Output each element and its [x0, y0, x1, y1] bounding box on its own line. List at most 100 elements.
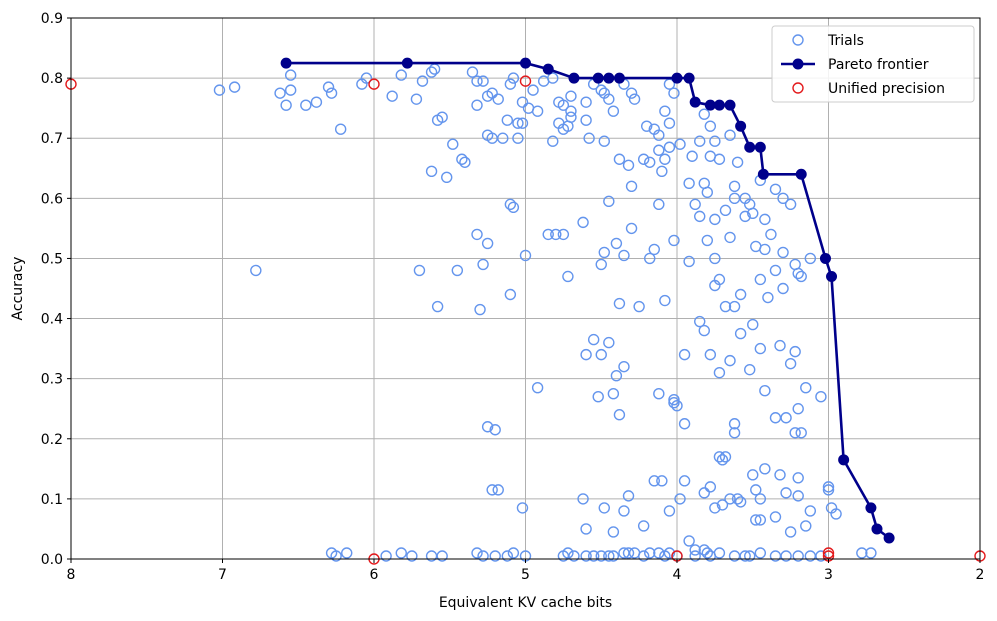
trial-point: [625, 180, 638, 193]
trial-point: [625, 222, 638, 235]
trial-point: [595, 550, 607, 562]
trial-point: [618, 360, 630, 373]
trial-point: [516, 117, 529, 129]
trial-point: [557, 99, 570, 111]
trial-point: [380, 550, 392, 562]
trial-point: [471, 547, 483, 559]
trial-point: [728, 418, 741, 430]
y-tick-label: 0.1: [41, 492, 63, 508]
pareto-point: [613, 72, 625, 84]
pareto-point: [401, 57, 413, 69]
pareto-point: [280, 57, 292, 69]
trial-point: [713, 451, 726, 463]
trial-point: [607, 526, 620, 538]
trial-point: [512, 132, 524, 144]
trial-point: [663, 505, 676, 517]
trial-point: [744, 363, 756, 376]
trial-point: [744, 198, 756, 211]
trial-point: [709, 252, 721, 265]
pareto-point: [724, 99, 736, 111]
trial-point: [395, 547, 407, 559]
trial-point: [754, 342, 767, 355]
trial-point: [754, 547, 767, 559]
trial-point: [633, 300, 645, 313]
pareto-point: [735, 120, 747, 132]
trial-point: [731, 156, 744, 168]
pareto-point: [568, 72, 580, 84]
trial-point: [728, 192, 741, 205]
trial-point: [713, 547, 726, 559]
trial-point: [750, 514, 762, 526]
trial-point: [580, 96, 592, 108]
trial-point: [686, 150, 698, 162]
x-axis-label: Equivalent KV cache bits: [439, 595, 612, 611]
trial-point: [792, 267, 804, 280]
y-tick-label: 0.7: [41, 131, 63, 147]
trial-point: [689, 198, 701, 211]
trial-point: [613, 297, 626, 310]
trial-point: [648, 243, 660, 256]
trial-point: [565, 90, 577, 102]
trial-point: [754, 273, 767, 286]
trial-point: [780, 550, 792, 562]
pareto-point: [542, 63, 554, 75]
trial-point: [822, 484, 835, 496]
trial-point: [477, 258, 489, 271]
trial-point: [704, 481, 717, 493]
trial-point: [747, 318, 759, 331]
trial-point: [436, 111, 448, 123]
trial-point: [497, 132, 509, 144]
trial-point: [689, 550, 701, 562]
trial-point: [603, 195, 615, 208]
trial-point: [744, 550, 756, 562]
trial-point: [800, 520, 812, 532]
pareto-point: [713, 99, 725, 111]
trial-point: [663, 547, 676, 559]
trial-point: [668, 394, 680, 406]
trial-point: [531, 105, 544, 117]
trial-point: [668, 87, 680, 99]
trial-point: [481, 421, 494, 433]
trial-point: [322, 81, 335, 93]
trial-point: [471, 75, 483, 87]
trial-point: [739, 550, 751, 562]
legend-items: Trials Pareto frontier Unified precision: [781, 33, 945, 97]
trial-point: [456, 153, 468, 165]
trial-point: [678, 475, 691, 487]
trial-point: [507, 72, 520, 84]
trial-point: [784, 526, 797, 538]
y-tick-label: 0.6: [41, 191, 63, 207]
trial-point: [603, 550, 615, 562]
pareto-point: [883, 532, 895, 544]
trial-point: [641, 120, 653, 132]
trial-point: [284, 84, 297, 96]
trial-point: [822, 481, 835, 493]
pareto-point: [757, 168, 769, 180]
x-tick-label: 6: [370, 567, 379, 583]
trial-point: [713, 153, 726, 165]
trial-point: [334, 123, 347, 135]
trial-point: [719, 204, 732, 217]
trial-point: [701, 186, 713, 199]
trial-point: [622, 159, 635, 171]
trial-point: [734, 288, 747, 301]
series-layer: [65, 57, 986, 565]
trial-point: [668, 234, 680, 247]
trial-point: [447, 138, 459, 150]
trial-point: [431, 300, 444, 313]
y-tick-label: 0.8: [41, 71, 63, 87]
trial-point: [739, 210, 751, 223]
trial-point: [330, 550, 342, 562]
trial-point: [769, 511, 782, 523]
trial-point: [644, 156, 656, 168]
pareto-point: [871, 523, 883, 535]
trial-point: [769, 183, 782, 196]
trial-point: [531, 381, 544, 394]
trial-point: [228, 81, 241, 93]
trial-point: [610, 369, 623, 382]
trial-point: [683, 535, 695, 547]
trial-point: [683, 255, 695, 268]
trial-point: [625, 87, 638, 99]
trial-point: [580, 114, 592, 126]
